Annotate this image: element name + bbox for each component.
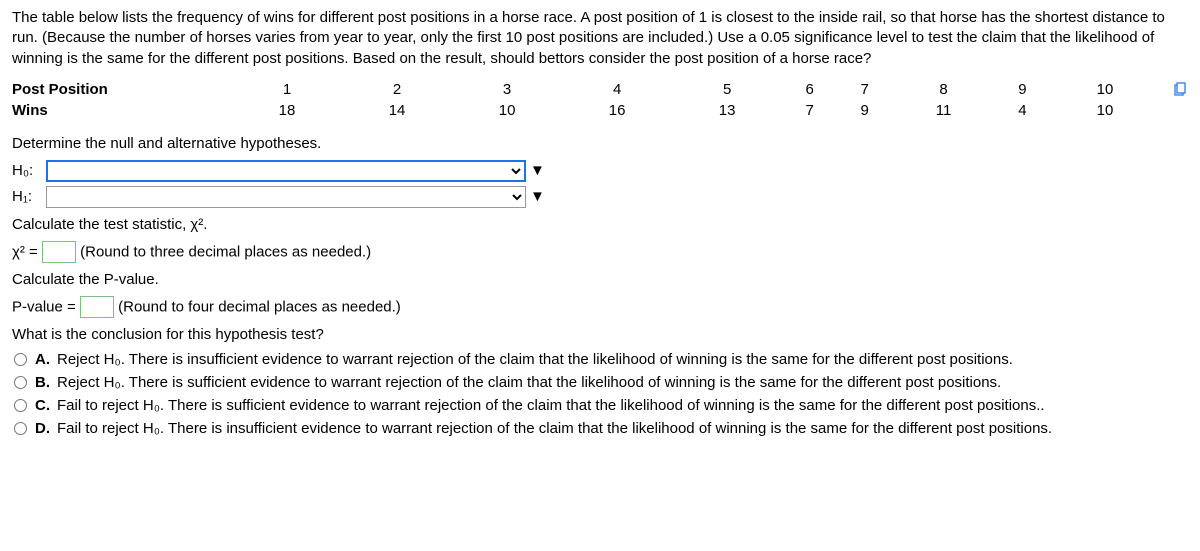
- pvalue-input[interactable]: [80, 296, 114, 318]
- option-letter: D.: [35, 420, 57, 437]
- option-d[interactable]: D. Fail to reject H₀. There is insuffici…: [12, 420, 1188, 437]
- cell: 9: [837, 100, 892, 121]
- h1-select[interactable]: [46, 186, 526, 208]
- cell: 11: [892, 100, 995, 121]
- cell: 4: [995, 100, 1050, 121]
- table-row: Wins 18 14 10 16 13 7 9 11 4 10: [12, 100, 1188, 121]
- option-a-radio[interactable]: [14, 353, 27, 366]
- cell: 10: [452, 100, 562, 121]
- option-letter: C.: [35, 397, 57, 414]
- option-text: Fail to reject H₀. There is sufficient e…: [57, 397, 1188, 414]
- option-d-radio[interactable]: [14, 422, 27, 435]
- chi-note: (Round to three decimal places as needed…: [80, 243, 371, 260]
- cell: 18: [232, 100, 342, 121]
- option-c[interactable]: C. Fail to reject H₀. There is sufficien…: [12, 397, 1188, 414]
- option-b-radio[interactable]: [14, 376, 27, 389]
- chi-prefix: χ² =: [12, 243, 38, 260]
- h1-label: H₁:: [12, 188, 46, 205]
- cell: 14: [342, 100, 452, 121]
- option-a[interactable]: A. Reject H₀. There is insufficient evid…: [12, 351, 1188, 368]
- cell: 3: [452, 79, 562, 100]
- question-chi: Calculate the test statistic, χ².: [12, 216, 1188, 233]
- cell: 10: [1050, 100, 1160, 121]
- p-note: (Round to four decimal places as needed.…: [118, 298, 401, 315]
- cell: 7: [782, 100, 837, 121]
- cell: 2: [342, 79, 452, 100]
- cell: 5: [672, 79, 782, 100]
- cell: 13: [672, 100, 782, 121]
- copy-icon[interactable]: [1160, 79, 1188, 100]
- option-text: Reject H₀. There is insufficient evidenc…: [57, 351, 1188, 368]
- option-letter: B.: [35, 374, 57, 391]
- p-prefix: P-value =: [12, 298, 76, 315]
- question-pvalue: Calculate the P-value.: [12, 271, 1188, 288]
- question-conclusion: What is the conclusion for this hypothes…: [12, 326, 1188, 343]
- cell: 16: [562, 100, 672, 121]
- h0-label: H₀:: [12, 162, 46, 179]
- problem-intro: The table below lists the frequency of w…: [12, 8, 1188, 69]
- cell: 4: [562, 79, 672, 100]
- option-text: Fail to reject H₀. There is insufficient…: [57, 420, 1188, 437]
- option-letter: A.: [35, 351, 57, 368]
- cell: 10: [1050, 79, 1160, 100]
- cell: 6: [782, 79, 837, 100]
- chevron-down-icon: ▼: [530, 188, 545, 205]
- question-hypotheses: Determine the null and alternative hypot…: [12, 135, 1188, 152]
- row-label-positions: Post Position: [12, 79, 232, 100]
- cell: 1: [232, 79, 342, 100]
- h0-select[interactable]: [46, 160, 526, 182]
- cell: 9: [995, 79, 1050, 100]
- option-b[interactable]: B. Reject H₀. There is sufficient eviden…: [12, 374, 1188, 391]
- row-label-wins: Wins: [12, 100, 232, 121]
- option-text: Reject H₀. There is sufficient evidence …: [57, 374, 1188, 391]
- data-table: Post Position 1 2 3 4 5 6 7 8 9 10 Wins …: [12, 79, 1188, 121]
- cell: 8: [892, 79, 995, 100]
- table-row: Post Position 1 2 3 4 5 6 7 8 9 10: [12, 79, 1188, 100]
- cell: 7: [837, 79, 892, 100]
- chi-input[interactable]: [42, 241, 76, 263]
- options-group: A. Reject H₀. There is insufficient evid…: [12, 351, 1188, 437]
- chevron-down-icon: ▼: [530, 162, 545, 179]
- option-c-radio[interactable]: [14, 399, 27, 412]
